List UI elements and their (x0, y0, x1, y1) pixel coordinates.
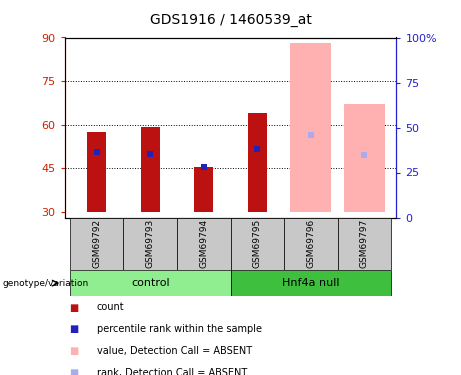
Bar (87, 132, 106, 212)
Text: GSM69794: GSM69794 (199, 219, 208, 268)
Text: GSM69797: GSM69797 (360, 219, 369, 268)
Text: rank, Detection Call = ABSENT: rank, Detection Call = ABSENT (97, 368, 247, 375)
Text: GSM69796: GSM69796 (306, 219, 315, 268)
Text: ■: ■ (69, 368, 78, 375)
Bar (290, 43, 331, 212)
Bar (284, 217, 337, 270)
Bar (177, 217, 230, 270)
Text: control: control (131, 278, 170, 288)
Text: value, Detection Call = ABSENT: value, Detection Call = ABSENT (97, 346, 252, 356)
Bar (195, 167, 213, 212)
Text: ■: ■ (69, 324, 78, 334)
Bar (70, 217, 124, 270)
Text: ■: ■ (69, 346, 78, 356)
Text: Hnf4a null: Hnf4a null (282, 278, 340, 288)
Text: ■: ■ (69, 303, 78, 312)
Bar (230, 270, 391, 296)
Text: GSM69793: GSM69793 (146, 219, 155, 268)
Text: count: count (97, 303, 124, 312)
Text: genotype/variation: genotype/variation (2, 279, 89, 288)
Text: GSM69792: GSM69792 (92, 219, 101, 268)
Text: percentile rank within the sample: percentile rank within the sample (97, 324, 262, 334)
Bar (141, 128, 160, 212)
Bar (230, 217, 284, 270)
Bar (337, 217, 391, 270)
Bar (70, 270, 230, 296)
Bar (248, 113, 266, 212)
Text: GDS1916 / 1460539_at: GDS1916 / 1460539_at (149, 13, 312, 27)
Text: GSM69795: GSM69795 (253, 219, 262, 268)
Bar (124, 217, 177, 270)
Bar (344, 104, 385, 212)
